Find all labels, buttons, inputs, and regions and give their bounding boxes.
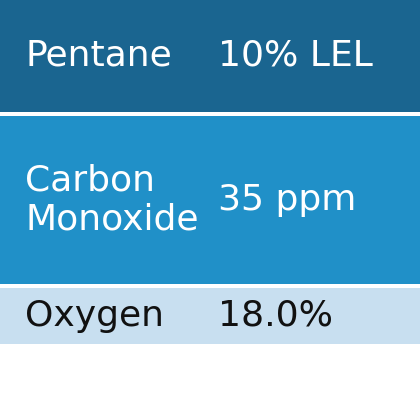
Text: Oxygen: Oxygen <box>25 299 164 333</box>
Bar <box>0 288 420 344</box>
Text: Pentane: Pentane <box>25 39 172 73</box>
Bar <box>0 0 420 112</box>
Text: 10% LEL: 10% LEL <box>218 39 373 73</box>
Text: 18.0%: 18.0% <box>218 299 333 333</box>
Text: Carbon
Monoxide: Carbon Monoxide <box>25 163 199 237</box>
Text: 35 ppm: 35 ppm <box>218 183 357 217</box>
Bar <box>0 116 420 284</box>
